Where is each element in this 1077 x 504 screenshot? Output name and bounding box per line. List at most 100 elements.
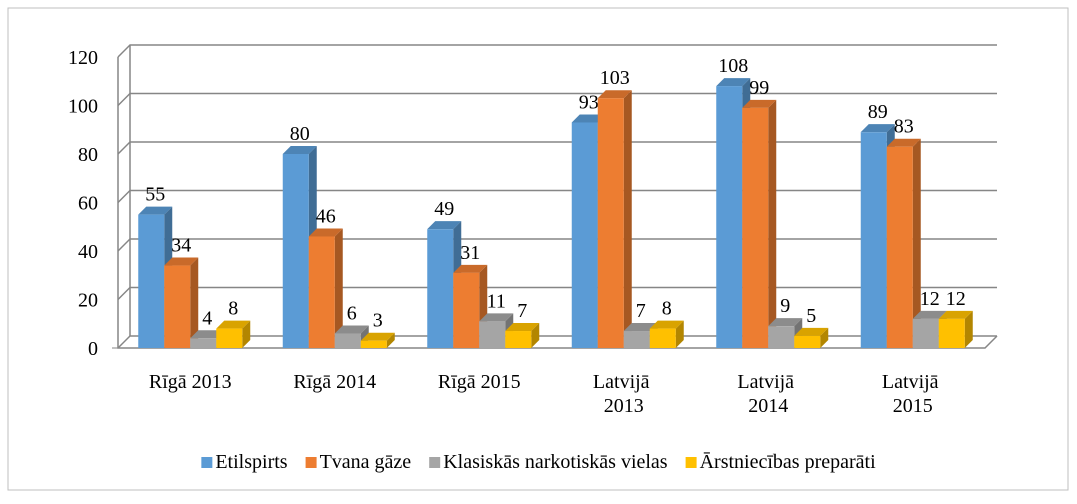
bar-top — [190, 330, 225, 339]
data-label: 12 — [920, 288, 940, 310]
bar-top — [571, 114, 606, 123]
y-tick-label: 120 — [68, 47, 98, 69]
data-label: 7 — [636, 300, 646, 322]
x-tick-label: Latvijā 2015 — [882, 371, 944, 417]
bar-side — [912, 138, 921, 348]
bar-side — [768, 99, 777, 348]
legend-swatch — [429, 457, 441, 468]
bar — [716, 86, 743, 348]
bar — [768, 326, 795, 348]
data-label: 9 — [780, 295, 790, 317]
bar-top — [138, 206, 173, 215]
bar-top — [479, 313, 514, 322]
data-label: 12 — [946, 288, 966, 310]
bar-top — [794, 327, 829, 336]
bar-top — [334, 325, 369, 334]
data-label: 34 — [171, 235, 191, 257]
bar-top — [912, 310, 947, 319]
y-tick-label: 0 — [88, 338, 98, 360]
legend-swatch — [201, 457, 213, 468]
bar — [860, 132, 887, 348]
legend-swatch — [305, 457, 317, 468]
bar-side — [386, 332, 395, 348]
y-tick-label: 20 — [78, 290, 98, 312]
bar-top — [597, 90, 632, 99]
bar-top — [164, 257, 199, 266]
data-label: 8 — [228, 298, 238, 320]
data-label: 8 — [662, 298, 672, 320]
bar-top — [308, 228, 343, 237]
axis — [117, 45, 998, 349]
data-label: 49 — [434, 198, 454, 220]
bar — [190, 338, 217, 348]
legend-label: Tvana gāze — [320, 451, 412, 473]
legend-swatch — [685, 457, 697, 468]
bar — [216, 328, 243, 348]
bar — [308, 236, 335, 348]
bar-top — [427, 221, 462, 230]
data-label: 11 — [487, 290, 506, 312]
data-label: 93 — [579, 91, 599, 113]
data-label: 46 — [316, 205, 336, 227]
legend-label: Etilspirts — [215, 451, 287, 473]
data-label: 6 — [347, 302, 357, 324]
x-tick-label: Rīgā 2015 — [438, 371, 521, 393]
bar — [649, 328, 676, 348]
bar-top — [860, 124, 895, 133]
bar-top — [938, 310, 973, 319]
bar-top — [360, 332, 395, 341]
bar-top — [216, 320, 251, 329]
bar-side — [820, 327, 829, 348]
bar — [427, 229, 454, 348]
data-label: 31 — [460, 242, 480, 264]
data-label: 3 — [373, 310, 383, 332]
y-tick-label: 40 — [78, 241, 98, 263]
bar — [164, 265, 191, 348]
bar-side — [675, 320, 684, 348]
bar — [571, 122, 598, 348]
x-tick-label: Rīgā 2014 — [293, 371, 376, 393]
data-label: 83 — [894, 116, 914, 138]
legend-label: Ārstniecības preparāti — [700, 451, 876, 473]
bar — [453, 272, 480, 348]
y-tick-label: 100 — [68, 96, 98, 118]
bar-side — [190, 257, 199, 348]
data-label: 80 — [290, 123, 310, 145]
bar — [597, 98, 624, 348]
bar-side — [242, 320, 251, 348]
bar-top — [716, 78, 751, 87]
bar — [938, 318, 965, 348]
y-tick-label: 80 — [78, 144, 98, 166]
bar — [886, 146, 913, 348]
bar-side — [531, 323, 540, 348]
y-tick-label: 60 — [78, 193, 98, 215]
bar-top — [623, 323, 658, 332]
bar — [138, 214, 165, 348]
x-tick-label: Latvijā 2013 — [593, 371, 655, 417]
bar-top — [649, 320, 684, 329]
bar — [282, 154, 309, 348]
bar — [360, 340, 387, 348]
bar-top — [505, 323, 540, 332]
data-label: 103 — [600, 67, 630, 89]
x-tick-label: Rīgā 2013 — [149, 371, 232, 393]
bar-top — [742, 99, 777, 108]
bar-top — [453, 264, 488, 273]
data-label: 99 — [749, 77, 769, 99]
data-label: 89 — [868, 101, 888, 123]
data-label: 5 — [806, 305, 816, 327]
bar — [623, 331, 650, 348]
bar-side — [334, 228, 343, 348]
bar — [505, 331, 532, 348]
data-label: 108 — [718, 55, 748, 77]
bar-side — [964, 310, 973, 348]
data-label: 4 — [202, 307, 212, 329]
legend-label: Klasiskās narkotiskās vielas — [443, 451, 668, 473]
bar-top — [886, 138, 921, 147]
bar-top — [768, 318, 803, 327]
bar-top — [282, 146, 317, 154]
bar — [479, 321, 506, 348]
bar-side — [623, 90, 632, 348]
bar — [794, 335, 821, 348]
